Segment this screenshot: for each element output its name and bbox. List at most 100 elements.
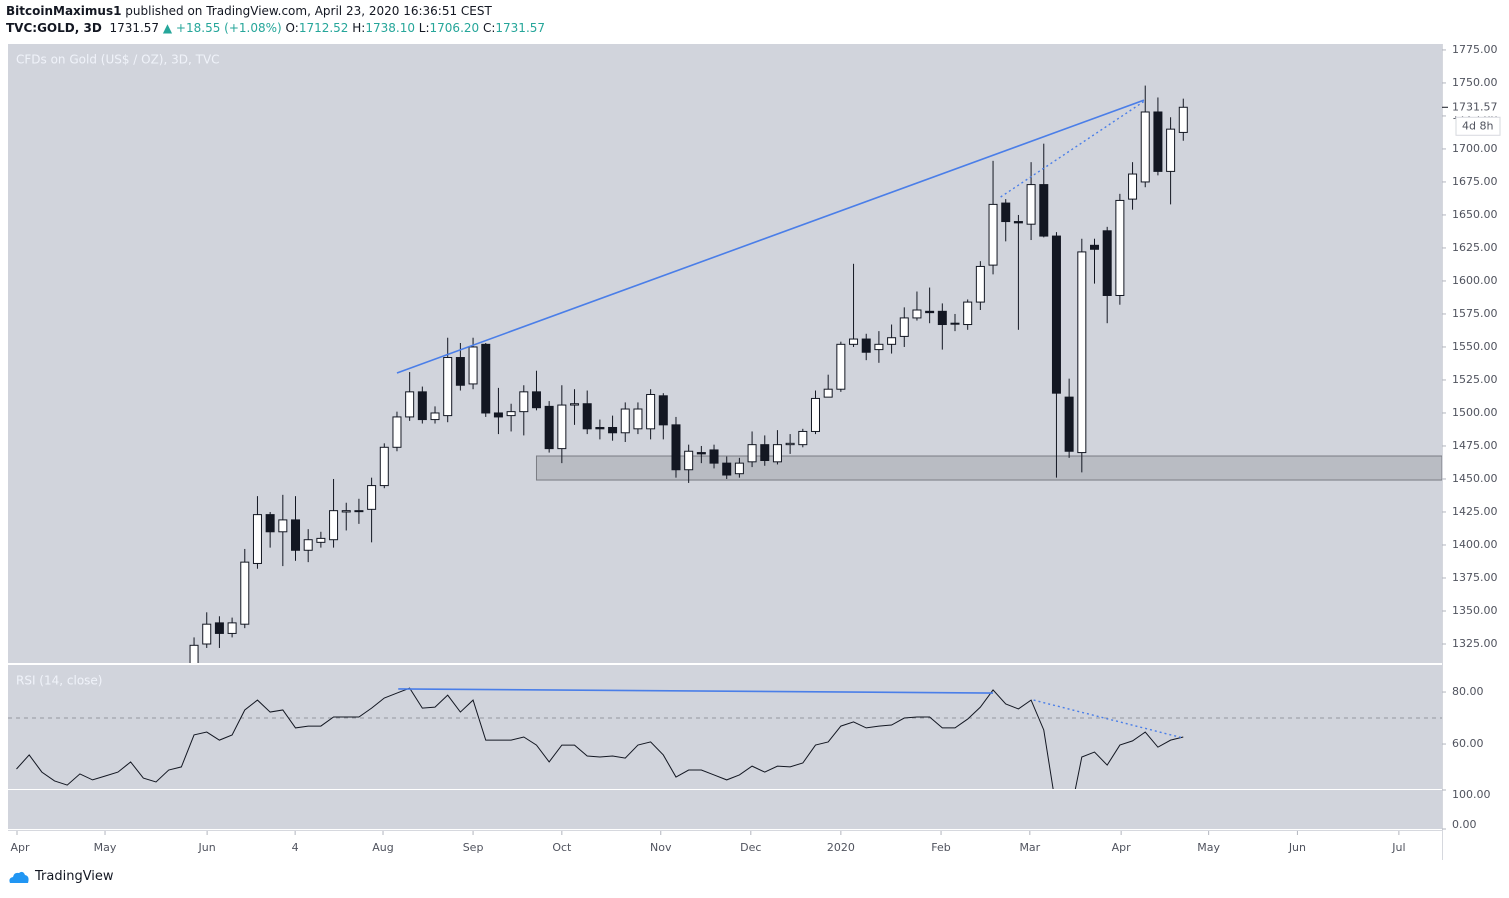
candle-body [633,408,643,430]
x-tick-label: Aug [372,841,393,854]
x-tick-label: Sep [463,841,484,854]
candle-body [202,623,212,645]
candle-body [329,510,339,541]
candle-body [861,338,871,353]
candle-body [1178,106,1188,133]
y-tick-label: 60.00 [1452,737,1484,750]
candle-body [988,203,998,266]
y-tick-label: 1600.00 [1452,274,1498,287]
candle-body [240,561,250,625]
candle-body [443,357,453,417]
candle-body [975,265,985,303]
candle-body [595,426,605,430]
x-tick-label: Oct [552,841,572,854]
ohlc-key: L: [418,21,430,35]
y-tick-label: 1400.00 [1452,538,1498,551]
candle-body [798,430,808,446]
x-tick-label: Jun [1288,841,1306,854]
y-tick-label: 100.00 [1452,788,1491,801]
ohlc-value: 1738.10 [365,21,415,35]
symbol: TVC:GOLD, 3D [6,21,102,35]
pane-title: RSI (14, close) [16,674,102,688]
candle-body [810,397,820,432]
candle-body [899,317,909,337]
symbol-line: TVC:GOLD, 3D 1731.57 ▲ +18.55 (+1.08%) O… [6,21,545,35]
candle-body [1077,251,1087,454]
pane-bg [8,790,1442,829]
countdown: 4d 8h [1462,119,1493,132]
x-tick-label: Dec [740,841,761,854]
candle-body [1051,235,1061,394]
brand[interactable]: TradingView [35,869,114,884]
trend-line [1000,100,1145,198]
pane-bg [8,665,1442,789]
candle-body [1064,396,1074,452]
y-tick-label: 0.00 [1452,818,1477,831]
ohlc-key: C: [482,21,496,35]
y-tick-label: 1500.00 [1452,406,1498,419]
y-tick-label: 1550.00 [1452,340,1498,353]
candle-body [379,446,389,487]
x-tick-label: Jun [198,841,216,854]
candle-body [709,449,719,464]
candle-body [785,442,795,446]
candle-body [1166,128,1176,172]
candle-body [1102,230,1112,296]
last-price-box [1448,98,1508,117]
price-axis-bg [1442,40,1509,860]
y-tick-label: 1575.00 [1452,307,1498,320]
candle-body [341,510,351,513]
x-tick-label: May [1197,841,1220,854]
candle-body [747,444,757,463]
candle-body [772,444,782,463]
ohlc-key: H: [352,21,366,35]
candle-body [963,301,973,326]
x-tick-label: Jul [1391,841,1405,854]
rsi-line [16,687,1184,789]
candle-body [1026,184,1036,225]
candle-body [734,462,744,475]
trend-line [398,688,994,694]
x-tick-label: Nov [650,841,672,854]
candle-body [493,412,503,418]
x-tick-label: May [94,841,117,854]
candle-body [937,310,947,326]
y-tick-label: 1675.00 [1452,175,1498,188]
y-tick-label: 1775.00 [1452,43,1498,56]
candle-body [620,408,630,434]
candle-body [760,444,770,461]
pane-bg [8,44,1442,663]
x-tick-label: 2020 [827,841,855,854]
published-text: published on TradingView.com, April 23, … [125,4,492,18]
y-tick-label: 1425.00 [1452,505,1498,518]
countdown-box [1455,116,1501,136]
candle-body [303,539,313,551]
candle-body [430,412,440,421]
candle-body [1128,173,1138,200]
candle-body [646,393,656,430]
candle-body [265,514,275,533]
brand-logo [9,871,29,883]
candle-body [468,346,478,385]
candle-body [519,391,529,413]
change: ▲ +18.55 (+1.08%) [162,21,282,35]
x-tick-label: Apr [10,841,30,854]
candle-body [1090,244,1100,250]
candle-body [1140,111,1150,183]
candle-body [950,322,960,325]
trend-line [1033,699,1184,739]
footer: TradingView [8,869,114,884]
candle-body [912,309,922,319]
last-price: 1731.57 [109,21,160,35]
candle-body [874,343,884,351]
candle-body [849,338,859,345]
y-tick-label: 1375.00 [1452,571,1498,584]
y-tick-label: 1750.00 [1452,76,1498,89]
y-tick-label: 1525.00 [1452,373,1498,386]
candle-body [455,357,465,386]
candle-body [671,424,681,471]
candle-body [291,519,301,551]
candle-body [316,537,326,543]
